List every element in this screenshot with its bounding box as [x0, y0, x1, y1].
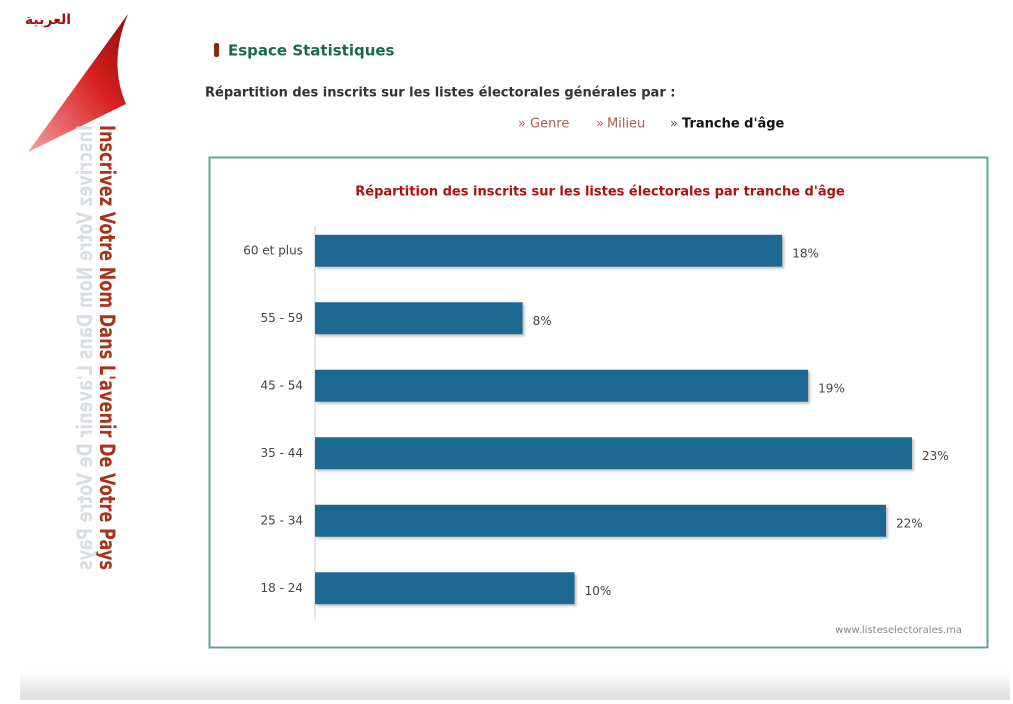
tab-bullet: » [518, 117, 526, 132]
category-label: 45 - 54 [261, 378, 304, 392]
value-label: 19% [818, 381, 845, 395]
section-title: Espace Statistiques [228, 42, 395, 60]
value-label: 23% [922, 449, 949, 463]
bar [315, 234, 783, 267]
tab-bullet: » [596, 117, 604, 132]
bottom-shadow [20, 670, 1010, 700]
slogan-reflection: Inscrivez Votre Nom Dans L'avenir De Vot… [73, 125, 97, 570]
intro-text: Répartition des inscrits sur les listes … [205, 86, 675, 101]
value-label: 8% [533, 314, 552, 328]
category-label: 35 - 44 [261, 446, 304, 460]
tab-link[interactable]: Milieu [607, 117, 645, 132]
chart-source: www.listeselectorales.ma [835, 625, 962, 636]
value-label: 22% [896, 516, 923, 530]
language-link[interactable]: العربية [25, 12, 71, 28]
bar [315, 302, 523, 335]
value-label: 18% [792, 246, 819, 260]
category-label: 60 et plus [243, 243, 303, 257]
page-curl [28, 14, 128, 152]
category-label: 25 - 34 [261, 513, 304, 527]
category-label: 18 - 24 [261, 581, 304, 595]
bar [315, 572, 575, 605]
category-label: 55 - 59 [261, 311, 304, 325]
bar [315, 504, 887, 537]
tab-bullet: » [670, 117, 678, 132]
section-bullet [214, 43, 219, 57]
chart-title: Répartition des inscrits sur les listes … [355, 185, 845, 200]
bar [315, 369, 809, 402]
bar [315, 437, 912, 470]
tab-link[interactable]: Genre [530, 117, 569, 132]
slogan: Inscrivez Votre Nom Dans L'avenir De Vot… [95, 125, 119, 570]
tab-link-active[interactable]: Tranche d'âge [682, 117, 785, 132]
value-label: 10% [585, 584, 612, 598]
